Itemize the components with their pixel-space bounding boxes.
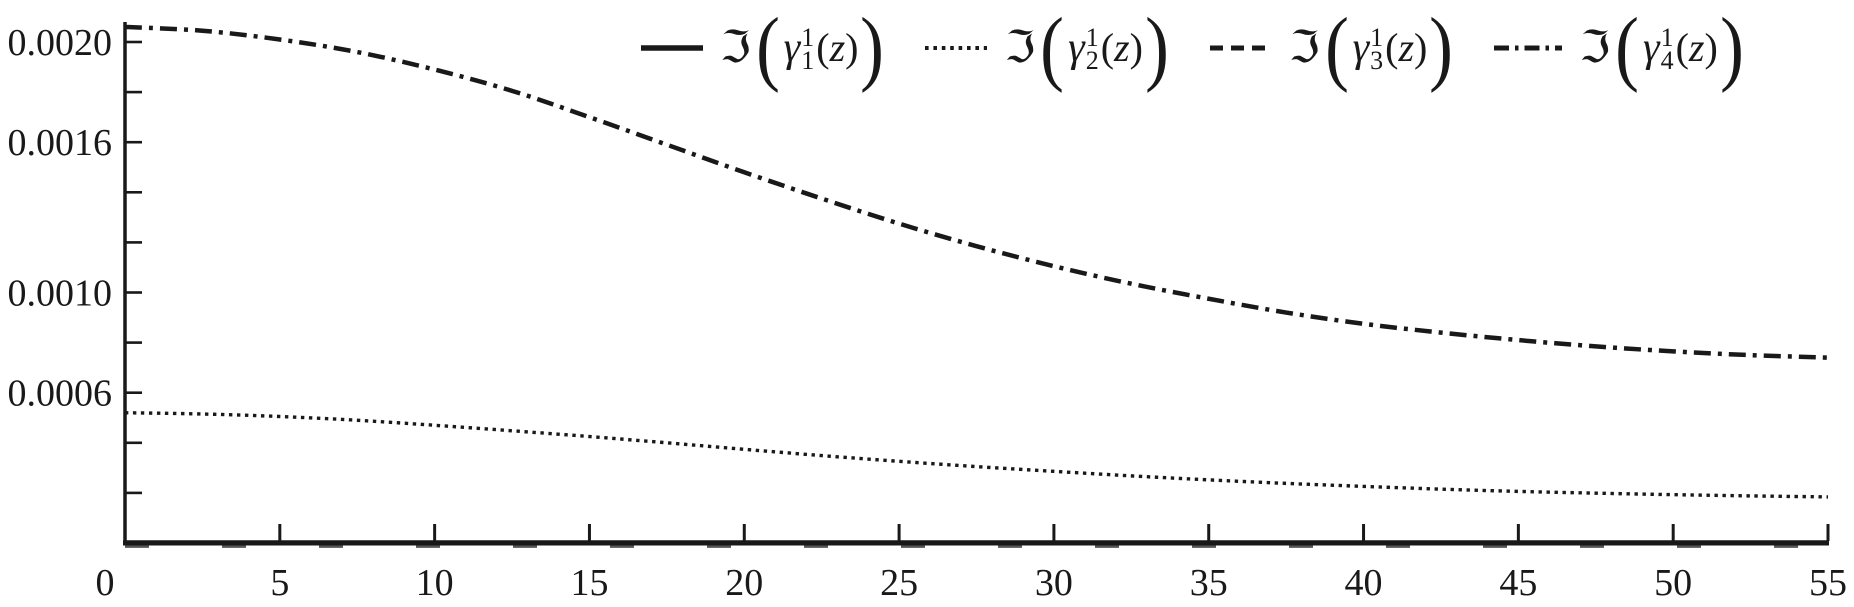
legend-label-gamma-4: ℑ(γ 1 4 (z)) (1579, 1, 1744, 94)
legend-entry-gamma-2: ℑ(γ 1 2 (z)) (924, 1, 1170, 94)
imaginary-part-symbol: ℑ (720, 22, 751, 73)
x-tick-label-25: 25 (880, 562, 918, 604)
x-tick-label-35: 35 (1190, 562, 1228, 604)
gamma-symbol: γ (1352, 25, 1370, 71)
imaginary-part-symbol: ℑ (1004, 22, 1036, 73)
curve-Im(gamma_4^1(z)) (124, 24, 1829, 360)
x-tick-label-40: 40 (1345, 562, 1383, 604)
x-tick-label-0: 0 (96, 562, 115, 604)
x-tick-label-30: 30 (1035, 562, 1073, 604)
dashdot-line-sample-icon (1494, 45, 1563, 51)
x-tick-label-55: 55 (1809, 562, 1847, 604)
x-tick-label-50: 50 (1654, 562, 1692, 604)
legend-entry-gamma-3: ℑ(γ 1 3 (z)) (1209, 1, 1455, 94)
dashed-line-sample-icon (1209, 45, 1272, 51)
gamma-symbol: γ (783, 25, 801, 71)
y-tick-label-0.0006: 0.0006 (8, 373, 113, 415)
x-tick-label-15: 15 (570, 562, 608, 604)
argument: (z) (1675, 25, 1718, 70)
y-tick-label-0.0010: 0.0010 (8, 273, 113, 315)
legend-entry-gamma-4: ℑ(γ 1 4 (z)) (1493, 1, 1745, 94)
dotted-line-sample-icon (925, 46, 988, 50)
argument: (z) (816, 25, 859, 70)
legend: ℑ(γ 1 1 (z)) ℑ(γ 1 2 (z)) ℑ(γ 1 3 (z)) ℑ(γ 1 4 (z)) (640, 2, 1746, 94)
x-tick-label-45: 45 (1499, 562, 1537, 604)
legend-label-gamma-2: ℑ(γ 1 2 (z)) (1004, 1, 1169, 94)
y-tick-label-0.0016: 0.0016 (8, 122, 113, 164)
imaginary-part-symbol: ℑ (1579, 22, 1611, 73)
legend-entry-gamma-1: ℑ(γ 1 1 (z)) (640, 1, 886, 94)
gamma-symbol: γ (1643, 25, 1660, 71)
legend-label-gamma-1: ℑ(γ 1 1 (z)) (720, 1, 885, 94)
imaginary-part-symbol: ℑ (1288, 22, 1320, 73)
x-tick-label-20: 20 (725, 562, 763, 604)
solid-line-sample-icon (641, 45, 703, 51)
argument: (z) (1100, 25, 1143, 70)
curve-Im(gamma_2^1(z)) (124, 411, 1829, 499)
x-tick-label-10: 10 (416, 562, 454, 604)
argument: (z) (1385, 25, 1428, 70)
gamma-symbol: γ (1068, 25, 1085, 71)
legend-label-gamma-3: ℑ(γ 1 3 (z)) (1288, 1, 1454, 94)
x-tick-label-5: 5 (270, 562, 289, 604)
y-tick-label-0.0020: 0.0020 (8, 22, 113, 64)
